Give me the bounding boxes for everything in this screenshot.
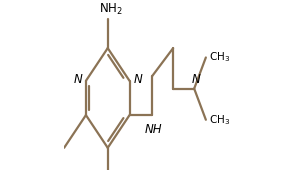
- Text: NH$_2$: NH$_2$: [99, 2, 123, 17]
- Text: N: N: [191, 73, 200, 86]
- Text: NH: NH: [145, 123, 162, 136]
- Text: N: N: [133, 73, 142, 86]
- Text: CH$_3$: CH$_3$: [209, 51, 230, 64]
- Text: N: N: [73, 73, 82, 86]
- Text: CH$_3$: CH$_3$: [209, 113, 230, 127]
